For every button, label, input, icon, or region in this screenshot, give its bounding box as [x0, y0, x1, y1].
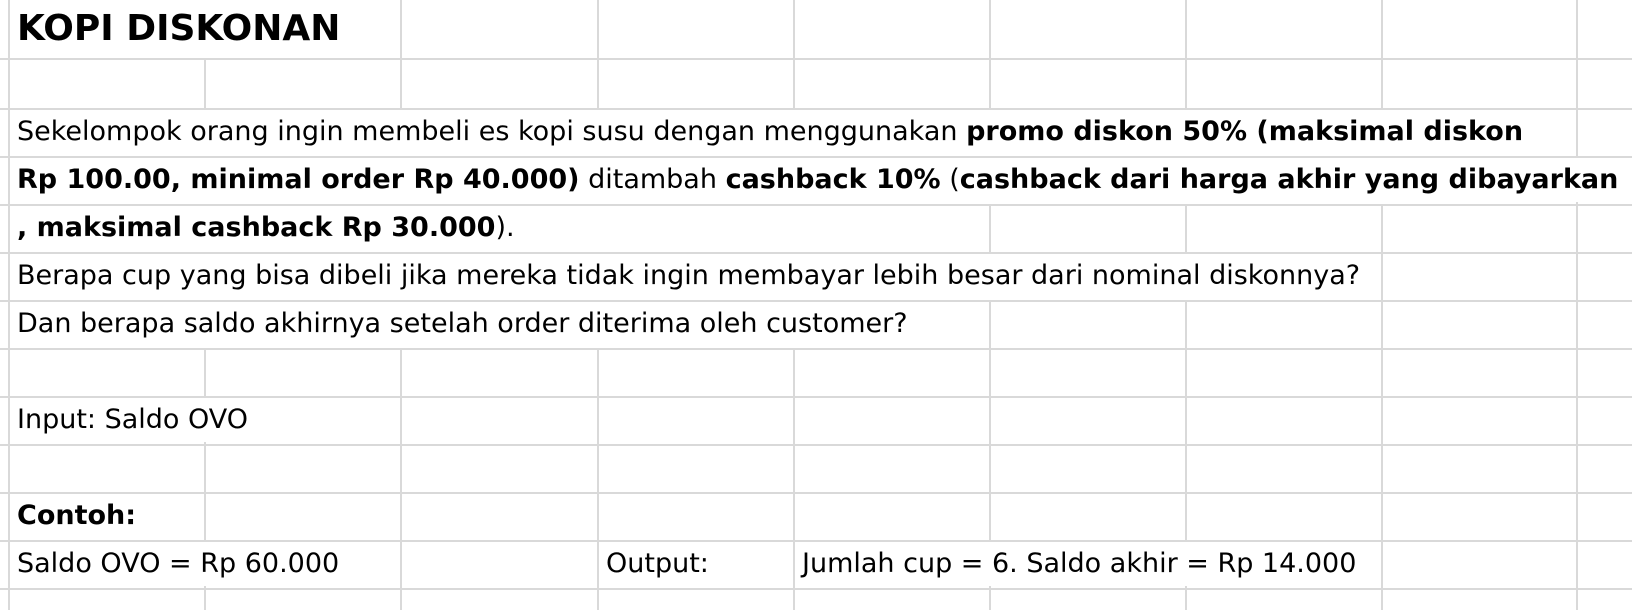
grid-column-line — [597, 0, 599, 108]
grid-column-line — [1381, 252, 1383, 300]
problem-line-3-cell[interactable]: , maksimal cashback Rp 30.000). — [11, 206, 517, 250]
grid-column-line — [989, 300, 991, 610]
problem-line-5-cell[interactable]: Dan berapa saldo akhirnya setelah order … — [11, 302, 910, 346]
example-input-cell[interactable]: Saldo OVO = Rp 60.000 — [11, 542, 342, 586]
grid-row-line — [0, 396, 1632, 398]
grid-row-line — [0, 156, 1632, 158]
problem-line-1-bold: promo diskon 50% (maksimal diskon — [966, 116, 1524, 147]
grid-column-line — [1185, 300, 1187, 610]
grid-column-line — [1381, 0, 1383, 108]
grid-column-line — [597, 348, 599, 610]
grid-column-line — [793, 348, 795, 610]
grid-column-line — [989, 204, 991, 252]
grid-column-line — [989, 0, 991, 108]
grid-row-line — [0, 348, 1632, 350]
grid-column-line — [1381, 300, 1383, 610]
input-label-cell[interactable]: Input: Saldo OVO — [11, 398, 251, 442]
grid-row-line — [0, 252, 1632, 254]
problem-line-2-text-d: ( — [940, 164, 960, 195]
sheet-title-cell[interactable]: KOPI DISKONAN — [11, 0, 343, 58]
problem-line-2-cell[interactable]: Rp 100.00, minimal order Rp 40.000) dita… — [11, 158, 1621, 202]
problem-line-2-bold-a: Rp 100.00, minimal order Rp 40.000) — [17, 164, 580, 195]
grid-row-line — [0, 444, 1632, 446]
problem-line-3-text: ). — [495, 212, 515, 243]
problem-line-2-bold-e: cashback dari harga akhir yang dibayarka… — [959, 164, 1619, 195]
grid-row-line — [0, 108, 1632, 110]
grid-column-line — [1381, 204, 1383, 252]
problem-line-1-cell[interactable]: Sekelompok orang ingin membeli es kopi s… — [11, 110, 1526, 154]
grid-row-line — [0, 204, 1632, 206]
grid-row-line — [0, 58, 1632, 60]
grid-column-line — [8, 0, 10, 610]
problem-line-2-text-b: ditambah — [579, 164, 726, 195]
problem-line-1-text: Sekelompok orang ingin membeli es kopi s… — [17, 116, 967, 147]
grid-row-line — [0, 492, 1632, 494]
grid-column-line — [1185, 204, 1187, 252]
grid-column-line — [793, 0, 795, 108]
output-value-cell[interactable]: Jumlah cup = 6. Saldo akhir = Rp 14.000 — [796, 542, 1359, 586]
problem-line-3-bold: , maksimal cashback Rp 30.000 — [17, 212, 496, 243]
grid-row-line — [0, 300, 1632, 302]
output-label-cell[interactable]: Output: — [600, 542, 711, 586]
grid-column-line — [400, 0, 402, 108]
example-label-cell[interactable]: Contoh: — [11, 494, 139, 538]
problem-line-4-cell[interactable]: Berapa cup yang bisa dibeli jika mereka … — [11, 254, 1363, 298]
grid-column-line — [400, 348, 402, 610]
grid-row-line — [0, 540, 1632, 542]
problem-line-2-bold-c: cashback 10% — [725, 164, 941, 195]
grid-row-line — [0, 588, 1632, 590]
grid-column-line — [1185, 0, 1187, 108]
grid-column-line — [204, 348, 206, 610]
grid-column-line — [204, 58, 206, 108]
grid-column-line — [1576, 0, 1578, 610]
